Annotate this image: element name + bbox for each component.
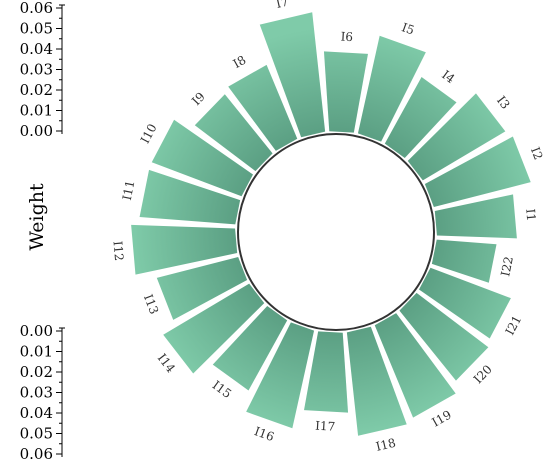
category-label-I8: I8 — [231, 53, 249, 71]
top-axis-tick-label: 0.05 — [20, 20, 53, 38]
bar-I20 — [399, 292, 489, 381]
bottom-axis-tick-label: 0.03 — [20, 384, 53, 402]
bar-I3 — [407, 93, 506, 181]
bottom-axis-tick-label: 0.02 — [20, 363, 53, 381]
bottom-axis-tick-label: 0.01 — [20, 343, 53, 361]
bar-I10 — [151, 119, 253, 197]
category-label-I11: I11 — [120, 179, 138, 201]
category-label-I7: I7 — [275, 0, 290, 11]
bar-I17 — [304, 331, 349, 413]
category-label-I14: I14 — [155, 351, 179, 376]
bar-I2 — [424, 136, 531, 207]
bar-I1 — [434, 194, 517, 239]
bar-I16 — [246, 322, 315, 429]
category-label-I13: I13 — [141, 292, 161, 316]
y-axis-label: Weight — [26, 183, 48, 251]
category-label-I9: I9 — [189, 89, 208, 108]
bar-I13 — [156, 257, 248, 320]
category-label-I20: I20 — [471, 362, 495, 386]
category-labels: I1 I2 I3 I4 I5 I6 I7 I8 I9 I10 I11 I12 I13 I14 I15 I16 I… — [110, 0, 545, 454]
category-label-I3: I3 — [494, 93, 513, 111]
y-axis-bottom: 0.00 0.01 0.02 0.03 0.04 0.05 0.06 — [20, 322, 65, 463]
category-label-I19: I19 — [430, 408, 454, 430]
bar-I4 — [384, 77, 457, 159]
bar-I8 — [228, 64, 298, 151]
y-axis-top: 0.00 0.01 0.02 0.03 0.04 0.05 0.06 — [20, 0, 65, 140]
category-label-I12: I12 — [110, 240, 126, 261]
top-axis-tick-label: 0.04 — [20, 40, 53, 58]
category-label-I17: I17 — [315, 419, 336, 434]
bar-I6 — [323, 51, 368, 133]
bar-I15 — [212, 305, 288, 391]
top-axis-tick-label: 0.03 — [20, 61, 53, 79]
bottom-axis-tick-label: 0.00 — [20, 322, 53, 340]
bar-I7 — [259, 12, 326, 138]
category-label-I16: I16 — [252, 424, 276, 444]
top-axis-tick-label: 0.02 — [20, 81, 53, 99]
category-label-I22: I22 — [498, 255, 516, 277]
bar-I19 — [374, 313, 456, 418]
category-label-I10: I10 — [138, 121, 160, 145]
category-label-I1: I1 — [523, 208, 538, 222]
bottom-axis-tick-label: 0.04 — [20, 404, 53, 422]
bottom-axis-tick-label: 0.06 — [20, 445, 53, 463]
category-label-I4: I4 — [439, 68, 458, 87]
bar-I9 — [194, 94, 273, 172]
bar-I21 — [419, 267, 511, 339]
top-axis-tick-label: 0.00 — [20, 122, 53, 140]
category-label-I6: I6 — [340, 29, 353, 44]
bottom-axis-tick-label: 0.05 — [20, 425, 53, 443]
bars-layer — [131, 12, 531, 436]
bar-I5 — [357, 35, 426, 142]
top-axis-tick-label: 0.06 — [20, 0, 53, 17]
bar-I11 — [139, 169, 241, 225]
inner-ring — [237, 133, 435, 331]
bar-I12 — [131, 224, 238, 275]
category-label-I21: I21 — [503, 313, 525, 337]
category-label-I15: I15 — [210, 378, 234, 401]
category-label-I18: I18 — [374, 436, 397, 454]
bar-I14 — [163, 283, 265, 374]
bar-I18 — [346, 326, 407, 436]
bar-I22 — [431, 239, 497, 283]
top-axis-tick-label: 0.01 — [20, 102, 53, 120]
category-label-I2: I2 — [528, 145, 546, 162]
category-label-I5: I5 — [400, 20, 416, 37]
